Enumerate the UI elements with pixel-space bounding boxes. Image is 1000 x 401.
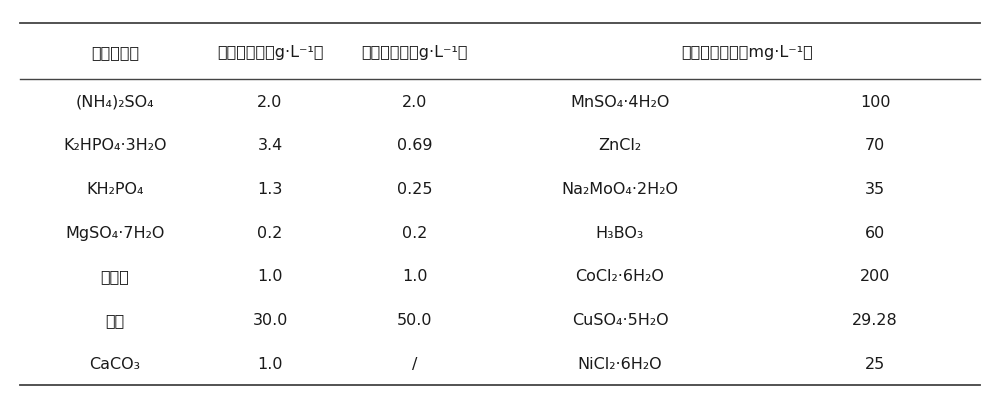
Text: 发酵培养基（g·L⁻¹）: 发酵培养基（g·L⁻¹） bbox=[362, 45, 468, 60]
Text: 200: 200 bbox=[860, 269, 890, 284]
Text: CuSO₄·5H₂O: CuSO₄·5H₂O bbox=[572, 312, 668, 327]
Text: CaCO₃: CaCO₃ bbox=[89, 356, 141, 371]
Text: Na₂MoO₄·2H₂O: Na₂MoO₄·2H₂O bbox=[562, 182, 678, 196]
Text: 1.0: 1.0 bbox=[402, 269, 428, 284]
Text: /: / bbox=[412, 356, 418, 371]
Text: 1.0: 1.0 bbox=[257, 269, 283, 284]
Text: CoCl₂·6H₂O: CoCl₂·6H₂O bbox=[576, 269, 664, 284]
Text: 25: 25 bbox=[865, 356, 885, 371]
Text: ZnCl₂: ZnCl₂ bbox=[598, 138, 642, 153]
Text: 种子培养基（g·L⁻¹）: 种子培养基（g·L⁻¹） bbox=[217, 45, 323, 60]
Text: 50.0: 50.0 bbox=[397, 312, 433, 327]
Text: 2.0: 2.0 bbox=[402, 95, 428, 109]
Text: 0.2: 0.2 bbox=[402, 225, 428, 240]
Text: 100: 100 bbox=[860, 95, 890, 109]
Text: H₃BO₃: H₃BO₃ bbox=[596, 225, 644, 240]
Text: 1.3: 1.3 bbox=[257, 182, 283, 196]
Text: 29.28: 29.28 bbox=[852, 312, 898, 327]
Text: 培养基组成: 培养基组成 bbox=[91, 45, 139, 60]
Text: 3.4: 3.4 bbox=[257, 138, 283, 153]
Text: 30.0: 30.0 bbox=[252, 312, 288, 327]
Text: 60: 60 bbox=[865, 225, 885, 240]
Text: 70: 70 bbox=[865, 138, 885, 153]
Text: 2.0: 2.0 bbox=[257, 95, 283, 109]
Text: 酵母粉: 酵母粉 bbox=[101, 269, 129, 284]
Text: K₂HPO₄·3H₂O: K₂HPO₄·3H₂O bbox=[63, 138, 167, 153]
Text: 35: 35 bbox=[865, 182, 885, 196]
Text: 甘油: 甘油 bbox=[105, 312, 125, 327]
Text: 0.25: 0.25 bbox=[397, 182, 433, 196]
Text: 0.2: 0.2 bbox=[257, 225, 283, 240]
Text: KH₂PO₄: KH₂PO₄ bbox=[86, 182, 144, 196]
Text: NiCl₂·6H₂O: NiCl₂·6H₂O bbox=[578, 356, 662, 371]
Text: 微量元素溶液（mg·L⁻¹）: 微量元素溶液（mg·L⁻¹） bbox=[682, 45, 813, 60]
Text: MgSO₄·7H₂O: MgSO₄·7H₂O bbox=[65, 225, 165, 240]
Text: 0.69: 0.69 bbox=[397, 138, 433, 153]
Text: 1.0: 1.0 bbox=[257, 356, 283, 371]
Text: (NH₄)₂SO₄: (NH₄)₂SO₄ bbox=[76, 95, 154, 109]
Text: MnSO₄·4H₂O: MnSO₄·4H₂O bbox=[570, 95, 670, 109]
